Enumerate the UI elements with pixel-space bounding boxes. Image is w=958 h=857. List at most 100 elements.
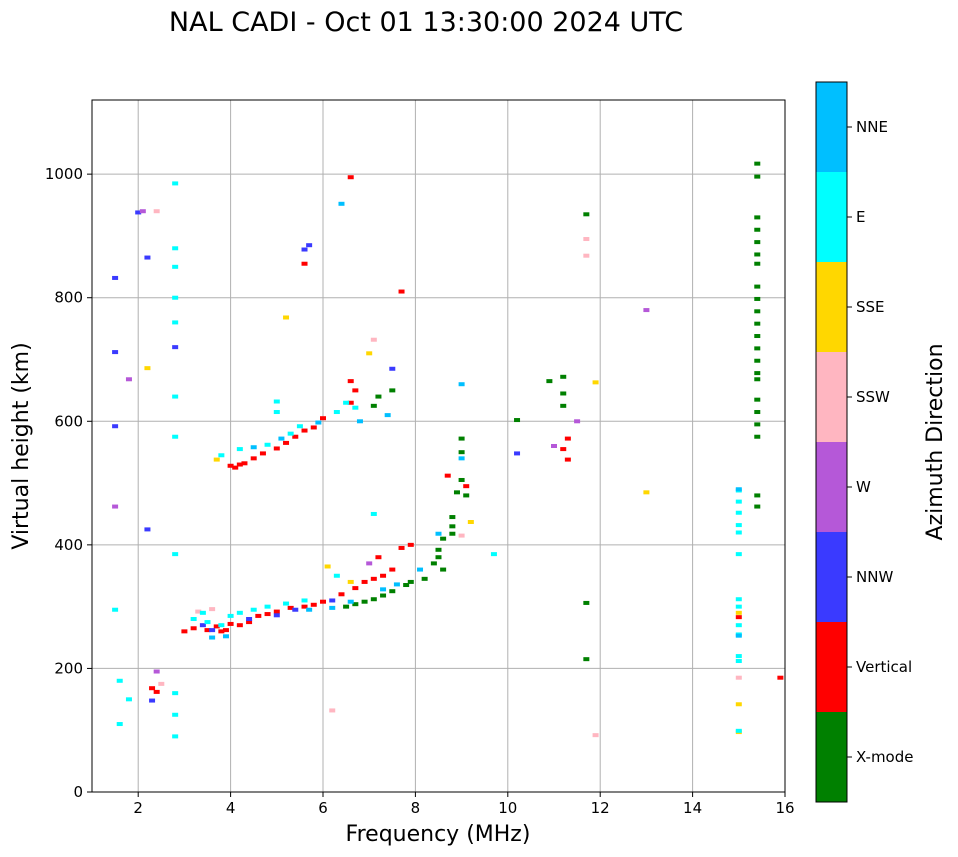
- data-point: [227, 463, 234, 468]
- data-point: [343, 400, 350, 405]
- data-point: [754, 434, 761, 439]
- data-point: [172, 246, 179, 251]
- data-point: [283, 315, 290, 320]
- data-point: [112, 275, 119, 280]
- data-point: [172, 320, 179, 325]
- data-point: [218, 623, 225, 628]
- data-point: [735, 633, 742, 638]
- data-point: [218, 629, 225, 634]
- data-point: [754, 252, 761, 257]
- data-point: [112, 607, 119, 612]
- data-point: [232, 465, 239, 470]
- data-point: [583, 212, 590, 217]
- data-point: [449, 524, 456, 529]
- colorbar-frame: [815, 81, 848, 803]
- data-point: [389, 388, 396, 393]
- data-point: [389, 589, 396, 594]
- data-point: [273, 410, 280, 415]
- data-point: [250, 607, 257, 612]
- x-tick-label: 12: [591, 799, 610, 817]
- x-tick-label: 6: [318, 799, 328, 817]
- data-point: [754, 334, 761, 339]
- data-point: [338, 201, 345, 206]
- data-point: [158, 681, 165, 686]
- data-marks: [112, 161, 784, 739]
- data-point: [435, 547, 442, 552]
- data-point: [361, 599, 368, 604]
- data-point: [172, 295, 179, 300]
- data-point: [560, 403, 567, 408]
- data-point: [754, 174, 761, 179]
- data-point: [213, 624, 220, 629]
- data-point: [273, 446, 280, 451]
- y-tick-label: 600: [54, 412, 83, 430]
- data-point: [384, 413, 391, 418]
- data-point: [560, 447, 567, 452]
- data-point: [292, 607, 299, 612]
- data-point: [153, 669, 160, 674]
- data-point: [375, 555, 382, 560]
- data-point: [125, 377, 132, 382]
- data-point: [735, 499, 742, 504]
- data-point: [735, 702, 742, 707]
- data-point: [149, 698, 156, 703]
- data-point: [592, 380, 599, 385]
- data-point: [190, 617, 197, 621]
- colorbar-tick-label: SSE: [856, 298, 885, 316]
- colorbar-tick-label: W: [856, 478, 871, 496]
- plot-background: [92, 100, 785, 792]
- data-point: [735, 654, 742, 659]
- data-point: [458, 382, 465, 387]
- data-point: [347, 579, 354, 584]
- data-point: [181, 629, 188, 634]
- data-point: [116, 722, 123, 727]
- data-point: [560, 374, 567, 379]
- data-point: [301, 428, 308, 433]
- data-point: [735, 552, 742, 557]
- colorbar-segments: [816, 82, 847, 802]
- data-point: [754, 321, 761, 326]
- data-point: [380, 593, 387, 598]
- data-point: [218, 453, 225, 458]
- data-point: [754, 346, 761, 351]
- data-point: [458, 456, 465, 461]
- data-point: [754, 309, 761, 314]
- data-point: [370, 597, 377, 602]
- data-point: [283, 440, 290, 445]
- data-point: [287, 605, 294, 610]
- colorbar-tick-label: X-mode: [856, 748, 913, 766]
- data-point: [380, 573, 387, 578]
- data-point: [246, 620, 253, 625]
- data-point: [172, 691, 179, 696]
- data-point: [172, 712, 179, 717]
- data-point: [592, 733, 599, 738]
- x-axis-label: Frequency (MHz): [346, 822, 531, 847]
- data-point: [735, 675, 742, 680]
- data-point: [754, 504, 761, 509]
- data-point: [144, 255, 151, 260]
- data-point: [112, 350, 119, 355]
- data-point: [172, 264, 179, 269]
- data-point: [144, 527, 151, 532]
- data-point: [398, 545, 405, 550]
- data-point: [463, 484, 470, 489]
- data-point: [435, 531, 442, 536]
- data-point: [301, 598, 308, 603]
- x-tick-label: 2: [133, 799, 143, 817]
- data-point: [370, 403, 377, 408]
- series-vertical: [149, 175, 784, 694]
- data-point: [370, 576, 377, 581]
- data-point: [356, 419, 363, 424]
- data-point: [380, 587, 387, 592]
- data-point: [199, 610, 206, 615]
- data-point: [458, 533, 465, 538]
- data-point: [301, 604, 308, 609]
- colorbar-tick-label: Vertical: [856, 658, 912, 676]
- data-point: [435, 555, 442, 560]
- data-point: [754, 261, 761, 266]
- colorbar-segment: [816, 262, 847, 352]
- data-point: [560, 391, 567, 396]
- data-point: [458, 477, 465, 482]
- y-tick-label: 200: [54, 659, 83, 677]
- x-tick-label: 8: [411, 799, 421, 817]
